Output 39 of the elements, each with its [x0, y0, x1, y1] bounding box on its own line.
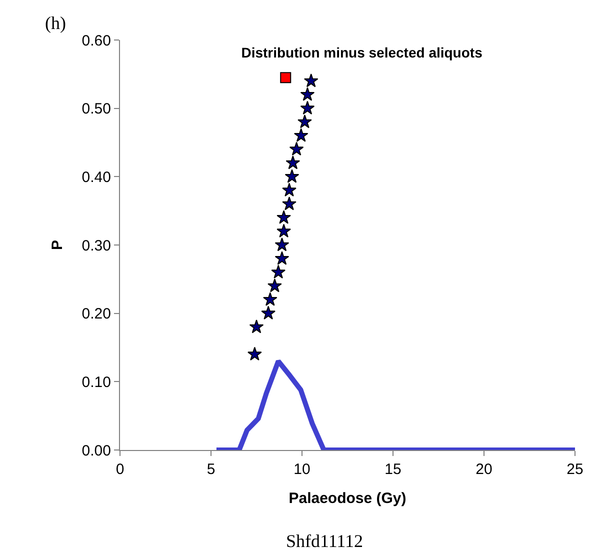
point [282, 182, 296, 196]
y-tick-label: 0.60 [82, 32, 111, 50]
x-tick-label: 5 [206, 461, 216, 478]
point [261, 306, 276, 320]
point [274, 238, 290, 252]
text: Shfd11112 [286, 531, 364, 551]
x-tick-label: 20 [476, 461, 492, 478]
y-axis-title: P [49, 240, 66, 250]
point [294, 128, 308, 142]
y-tick-label: 0.30 [82, 237, 111, 254]
point [280, 72, 292, 84]
point [248, 346, 262, 360]
y-tick-label: 0.00 [82, 442, 111, 460]
point [268, 278, 282, 292]
point [289, 142, 304, 156]
y-tick-label: 0.40 [82, 168, 111, 186]
point [304, 74, 318, 88]
text: (h) [45, 13, 66, 33]
y-tick-label: 0.10 [82, 374, 111, 391]
y-tick-label: 0.20 [82, 306, 111, 323]
chart-title: Distribution minus selected aliquots [241, 44, 483, 60]
x-tick-label: 25 [566, 461, 584, 478]
point [282, 196, 296, 210]
point [274, 251, 290, 265]
point [276, 210, 291, 224]
point [298, 114, 312, 128]
x-axis-title: Palaeodose (Gy) [288, 490, 406, 507]
point [284, 169, 300, 183]
point [262, 292, 278, 306]
x-tick-label: 0 [116, 461, 124, 478]
point [249, 320, 264, 334]
point [276, 224, 291, 238]
x-tick-label: 10 [294, 461, 310, 478]
point [300, 87, 315, 101]
point [271, 264, 286, 278]
point [300, 100, 315, 114]
y-tick-label: 0.50 [82, 100, 111, 118]
x-tick-label: 15 [384, 461, 402, 478]
point [286, 156, 300, 170]
